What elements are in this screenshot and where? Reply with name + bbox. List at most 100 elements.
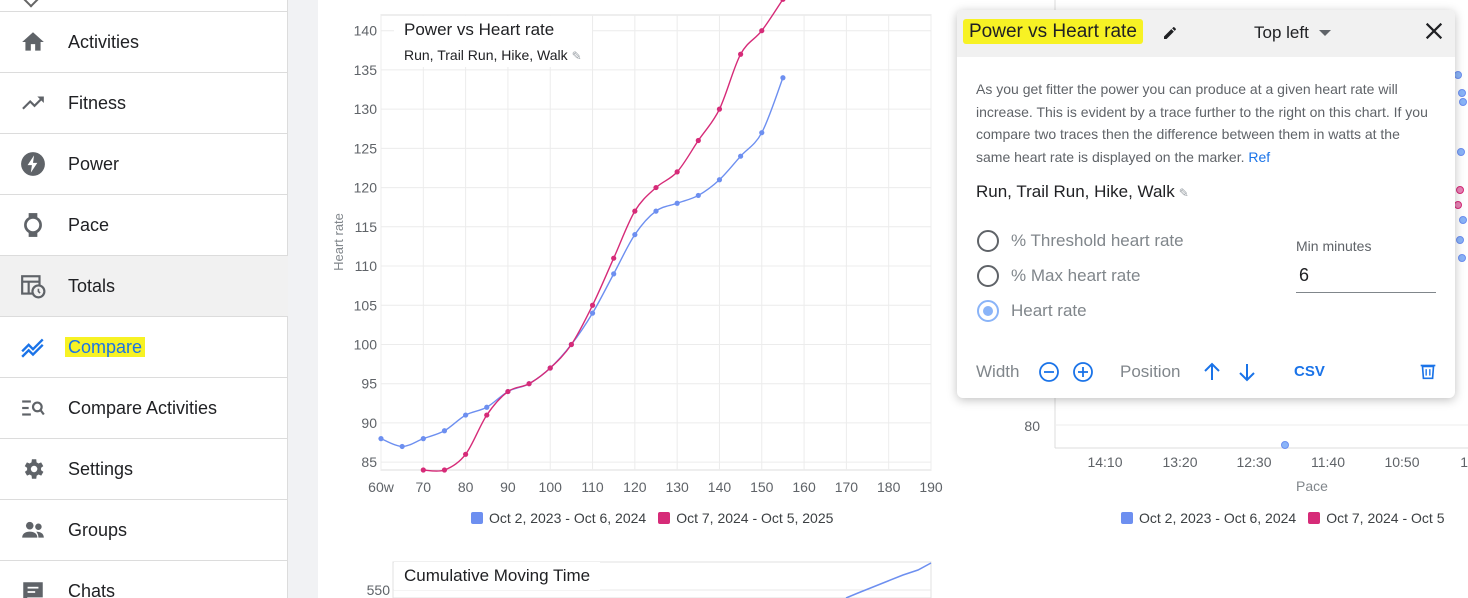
radio-heart-rate[interactable]: Heart rate xyxy=(977,300,1087,322)
pencil-icon[interactable] xyxy=(1162,25,1178,46)
close-button[interactable] xyxy=(1421,20,1447,46)
x-tick-label: 160 xyxy=(792,479,816,495)
data-point[interactable] xyxy=(378,436,384,442)
x-tick-label: 70 xyxy=(416,479,432,495)
chart-settings-panel: Power vs Heart rate Top left As you get … xyxy=(957,10,1455,398)
data-point[interactable] xyxy=(780,0,786,2)
sidebar-item-label: Activities xyxy=(68,31,140,52)
sidebar-item-label: Settings xyxy=(68,458,134,479)
data-point[interactable] xyxy=(463,451,469,457)
pencil-icon[interactable]: ✎ xyxy=(1178,186,1189,200)
legend-item[interactable]: Oct 2, 2023 - Oct 6, 2024 xyxy=(1121,510,1296,526)
min-minutes-input[interactable] xyxy=(1296,259,1436,293)
radio-button[interactable] xyxy=(977,230,999,252)
sidebar-item-compare-activities[interactable]: Compare Activities xyxy=(0,378,288,439)
position-label: Position xyxy=(1120,362,1181,381)
sidebar-item-label: Groups xyxy=(68,519,128,540)
move-down-button[interactable] xyxy=(1235,360,1259,384)
sidebar-item-label: Pace xyxy=(68,214,110,235)
data-point[interactable] xyxy=(505,388,511,395)
width-label: Width xyxy=(976,362,1020,381)
sidebar-top-item[interactable] xyxy=(0,0,288,12)
data-point[interactable] xyxy=(674,200,680,206)
data-point[interactable] xyxy=(589,310,596,316)
data-point[interactable] xyxy=(780,75,786,81)
data-point[interactable] xyxy=(441,467,448,473)
ref-link[interactable]: Ref xyxy=(1248,148,1271,165)
legend-item[interactable]: Oct 7, 2024 - Oct 5, 2025 xyxy=(658,510,833,526)
position-select[interactable]: Top left xyxy=(1254,23,1331,43)
data-point[interactable] xyxy=(568,341,574,348)
data-point[interactable] xyxy=(695,192,701,199)
data-point[interactable] xyxy=(420,467,426,473)
data-point[interactable] xyxy=(759,28,765,34)
radio-button[interactable] xyxy=(977,265,999,287)
data-point[interactable] xyxy=(716,177,723,183)
chart-subtitle[interactable]: Run, Trail Run, Hike, Walk ✎ xyxy=(404,47,582,63)
data-point[interactable] xyxy=(589,302,596,308)
radio-max-hr[interactable]: % Max heart rate xyxy=(977,265,1140,287)
y-tick-label: 550 xyxy=(367,582,391,598)
data-point xyxy=(1454,201,1462,209)
data-point[interactable] xyxy=(632,208,638,214)
data-point[interactable] xyxy=(399,443,405,450)
data-point[interactable] xyxy=(611,255,617,261)
legend-swatch xyxy=(471,512,483,524)
sidebar-item-label: Fitness xyxy=(68,92,127,113)
data-point[interactable] xyxy=(738,153,744,159)
data-point[interactable] xyxy=(547,365,553,371)
gear-icon xyxy=(20,456,46,482)
data-point[interactable] xyxy=(653,184,659,191)
x-tick-label: 110 xyxy=(581,479,604,495)
y-tick-label: 110 xyxy=(355,258,378,274)
chat-icon xyxy=(20,579,46,598)
sidebar-item-chats[interactable]: Chats xyxy=(0,561,288,598)
sidebar-item-label: Totals xyxy=(68,275,116,296)
y-tick-label: 90 xyxy=(361,415,377,431)
data-point[interactable] xyxy=(738,51,744,57)
legend-swatch xyxy=(658,512,671,524)
data-point[interactable] xyxy=(441,428,448,434)
sidebar-item-fitness[interactable]: Fitness xyxy=(0,73,288,134)
move-up-button[interactable] xyxy=(1200,360,1224,384)
x-tick-label: 10 xyxy=(1460,454,1468,470)
data-point xyxy=(1457,148,1465,156)
chart3-title: Cumulative Moving Time xyxy=(394,562,601,590)
pencil-icon[interactable]: ✎ xyxy=(571,49,582,63)
data-point[interactable] xyxy=(463,412,469,418)
panel-header: Power vs Heart rate Top left xyxy=(957,10,1455,57)
sidebar-item-activities[interactable]: Activities xyxy=(0,12,288,73)
data-point xyxy=(1454,71,1462,79)
data-point[interactable] xyxy=(484,412,490,418)
csv-button[interactable]: CSV xyxy=(1294,363,1325,380)
chevron-down-icon xyxy=(22,0,40,8)
activity-types[interactable]: Run, Trail Run, Hike, Walk ✎ xyxy=(976,182,1189,201)
legend-item[interactable]: Oct 2, 2023 - Oct 6, 2024 xyxy=(471,510,646,526)
data-point[interactable] xyxy=(759,130,765,136)
x-tick-label: 130 xyxy=(665,479,689,495)
data-point[interactable] xyxy=(484,404,490,410)
sidebar-item-pace[interactable]: Pace xyxy=(0,195,288,256)
radio-threshold-hr[interactable]: % Threshold heart rate xyxy=(977,230,1184,252)
data-point[interactable] xyxy=(526,381,532,387)
sidebar-item-totals[interactable]: Totals xyxy=(0,256,288,317)
x-tick-label: 14:10 xyxy=(1087,454,1122,470)
radio-button[interactable] xyxy=(977,300,999,322)
sidebar-item-groups[interactable]: Groups xyxy=(0,500,288,561)
sidebar-item-power[interactable]: Power xyxy=(0,134,288,195)
width-increase-button[interactable] xyxy=(1071,360,1095,384)
sidebar-item-compare[interactable]: Compare xyxy=(0,317,288,378)
data-point[interactable] xyxy=(632,232,638,238)
sidebar-item-settings[interactable]: Settings xyxy=(0,439,288,500)
data-point xyxy=(1459,216,1467,224)
legend-item[interactable]: Oct 7, 2024 - Oct 5 xyxy=(1308,510,1444,526)
width-decrease-button[interactable] xyxy=(1037,360,1061,384)
data-point[interactable] xyxy=(674,169,680,175)
delete-button[interactable] xyxy=(1417,360,1441,384)
data-point[interactable] xyxy=(611,271,617,277)
data-point[interactable] xyxy=(420,436,426,442)
data-point[interactable] xyxy=(716,106,723,112)
data-point[interactable] xyxy=(695,137,701,144)
panel-title[interactable]: Power vs Heart rate xyxy=(963,19,1143,44)
data-point[interactable] xyxy=(653,208,659,214)
